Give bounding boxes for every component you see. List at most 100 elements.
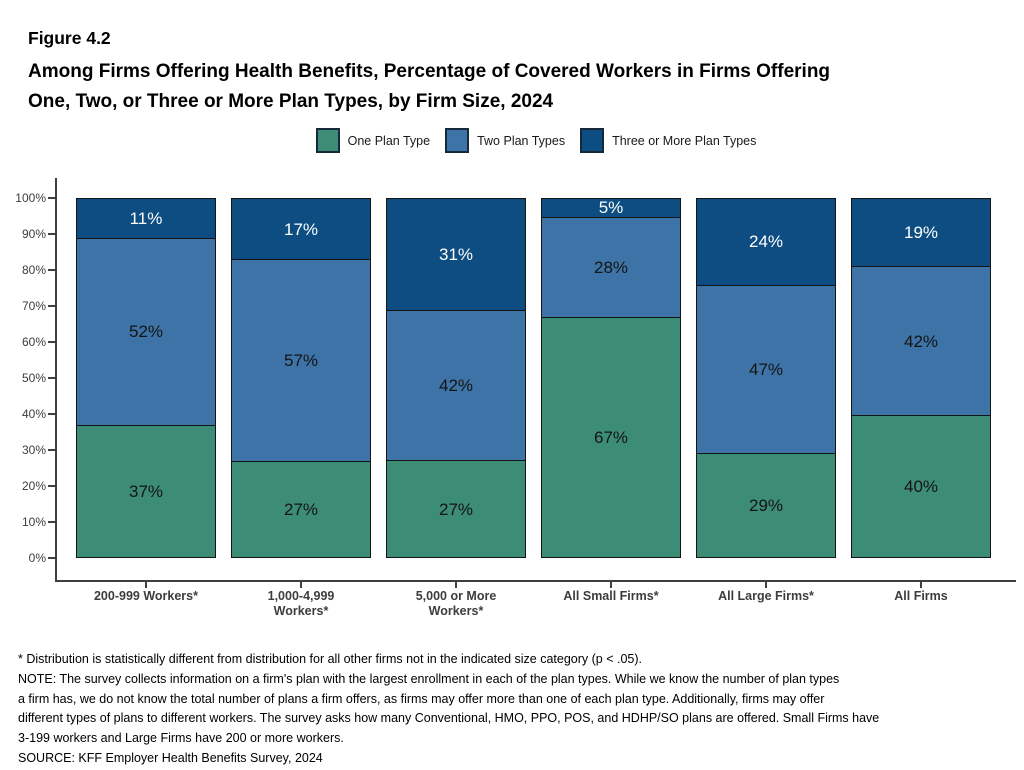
legend-swatch-one-plan-type — [315, 128, 340, 153]
bar-value-label: 11% — [129, 209, 163, 229]
bar-segment: 42% — [852, 266, 990, 416]
chart-title-line-2: One, Two, or Three or More Plan Types, b… — [28, 91, 554, 112]
bar-segment: 31% — [387, 199, 525, 310]
x-axis-tick — [920, 582, 922, 588]
bar-segment: 19% — [852, 199, 990, 267]
y-axis-tick-label: 20% — [21, 479, 46, 493]
legend-item-two-plan-types: Two Plan Types — [445, 128, 565, 153]
bar-segment: 47% — [697, 284, 835, 454]
bar-value-label: 67% — [593, 428, 629, 448]
footnote-asterisk: * Distribution is statistically differen… — [18, 652, 642, 666]
legend-label: One Plan Type — [347, 133, 431, 148]
y-axis-tick-label: 60% — [21, 335, 46, 349]
x-axis-tick — [300, 582, 302, 588]
x-axis-line — [55, 580, 1016, 582]
y-axis-tick — [48, 449, 55, 451]
bar-value-label: 27% — [283, 500, 319, 520]
y-axis-tick — [48, 377, 55, 379]
legend-label: Two Plan Types — [477, 133, 566, 148]
bar-value-label: 42% — [903, 331, 939, 351]
chart-legend: One Plan Type Two Plan Types Three or Mo… — [56, 128, 1016, 153]
footnote-note-line-2: a firm has, we do not know the total num… — [18, 691, 825, 706]
bar-value-label: 47% — [748, 360, 784, 380]
legend-item-three-or-more-plan-types: Three or More Plan Types — [580, 128, 756, 153]
y-axis-tick-label: 70% — [21, 299, 46, 313]
bar-segment: 37% — [77, 424, 215, 557]
bar-segment: 17% — [232, 199, 370, 260]
y-axis-tick — [48, 521, 55, 523]
x-axis-category-label: All Firms — [894, 589, 948, 603]
y-axis-tick-label: 0% — [28, 551, 46, 565]
bar-segment: 52% — [77, 238, 215, 425]
x-axis-category-label: 200-999 Workers* — [93, 589, 198, 603]
y-axis-tick-label: 100% — [15, 191, 46, 205]
y-axis-tick-label: 10% — [21, 515, 46, 529]
bar-value-label: 40% — [903, 477, 939, 497]
bar-value-label: 42% — [438, 376, 474, 396]
bar-segment: 29% — [697, 453, 835, 557]
bar-6: 19% 42% 40% — [851, 198, 991, 558]
y-axis-tick-label: 90% — [21, 227, 46, 241]
bar-segment: 11% — [77, 199, 215, 239]
y-axis-tick-label: 30% — [21, 443, 46, 457]
x-axis-category-label: 5,000 or More Workers* — [415, 589, 497, 618]
bar-value-label: 57% — [283, 351, 319, 371]
bar-segment: 27% — [387, 460, 525, 557]
bar-value-label: 19% — [903, 223, 939, 243]
y-axis-tick — [48, 557, 55, 559]
y-axis-tick-label: 40% — [21, 407, 46, 421]
bar-4: 5% 28% 67% — [541, 198, 681, 558]
legend-swatch-three-or-more-plan-types — [580, 128, 605, 153]
bar-segment: 67% — [542, 317, 680, 557]
figure-number: Figure 4.2 — [28, 28, 111, 48]
x-axis-category-label: All Large Firms* — [718, 589, 814, 603]
footnote-note-line-3: different types of plans to different wo… — [18, 711, 880, 726]
bar-segment: 42% — [387, 309, 525, 461]
bar-1: 11% 52% 37% — [76, 198, 216, 558]
footnote-note-line-1: NOTE: The survey collects information on… — [18, 671, 840, 686]
bar-segment: 5% — [542, 199, 680, 217]
x-axis-tick — [145, 582, 147, 588]
x-axis-category-label: All Small Firms* — [563, 589, 659, 603]
y-axis-tick — [48, 269, 55, 271]
legend-label: Three or More Plan Types — [612, 133, 757, 148]
y-axis-tick — [48, 413, 55, 415]
y-axis-tick — [48, 197, 55, 199]
footnotes: * Distribution is statistically differen… — [18, 650, 1008, 769]
bar-2: 17% 57% 27% — [231, 198, 371, 558]
bar-value-label: 37% — [128, 481, 164, 501]
bar-segment: 57% — [232, 259, 370, 462]
bar-value-label: 24% — [748, 232, 784, 252]
y-axis-tick — [48, 233, 55, 235]
x-axis-category-label: 1,000-4,999 Workers* — [267, 589, 335, 618]
bar-5: 24% 47% 29% — [696, 198, 836, 558]
bar-value-label: 17% — [283, 219, 319, 239]
x-axis-tick — [765, 582, 767, 588]
footnote-source: SOURCE: KFF Employer Health Benefits Sur… — [18, 750, 323, 765]
y-axis-tick — [48, 341, 55, 343]
y-axis-tick — [48, 485, 55, 487]
bar-3: 31% 42% 27% — [386, 198, 526, 558]
bar-segment: 27% — [232, 461, 370, 557]
bar-value-label: 52% — [128, 322, 164, 342]
y-axis-line — [55, 178, 57, 582]
bar-segment: 24% — [697, 199, 835, 285]
legend-swatch-two-plan-types — [445, 128, 470, 153]
bar-value-label: 29% — [748, 496, 784, 516]
bar-value-label: 31% — [438, 244, 474, 264]
x-axis-tick — [455, 582, 457, 588]
bar-segment: 28% — [542, 216, 680, 318]
x-axis-tick — [610, 582, 612, 588]
footnote-note-line-4: 3-199 workers and Large Firms have 200 o… — [18, 731, 344, 746]
chart-title-line-1: Among Firms Offering Health Benefits, Pe… — [28, 61, 831, 82]
y-axis-tick-label: 80% — [21, 263, 46, 277]
y-axis-tick — [48, 305, 55, 307]
bar-segment: 40% — [852, 415, 990, 557]
legend-item-one-plan-type: One Plan Type — [315, 128, 431, 153]
bar-value-label: 27% — [438, 499, 474, 519]
bar-value-label: 5% — [598, 198, 624, 218]
bar-value-label: 28% — [593, 258, 629, 277]
y-axis-tick-label: 50% — [21, 371, 46, 385]
